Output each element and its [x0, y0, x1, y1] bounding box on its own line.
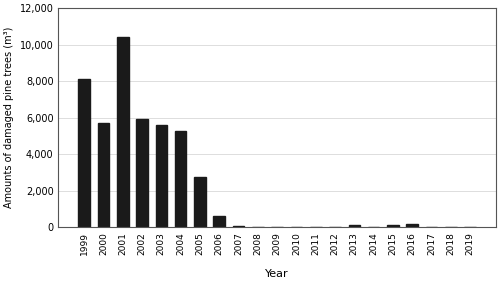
Y-axis label: Amounts of damaged pine trees (m³): Amounts of damaged pine trees (m³) — [4, 27, 14, 208]
Bar — [78, 79, 90, 227]
Bar — [136, 119, 148, 227]
Bar — [406, 224, 418, 227]
Bar — [233, 226, 244, 227]
Bar — [156, 125, 167, 227]
X-axis label: Year: Year — [266, 269, 289, 279]
Bar — [117, 37, 128, 227]
Bar — [98, 123, 109, 227]
Bar — [214, 216, 225, 227]
Bar — [194, 177, 205, 227]
Bar — [175, 131, 186, 227]
Bar — [348, 225, 360, 227]
Bar — [387, 225, 398, 227]
